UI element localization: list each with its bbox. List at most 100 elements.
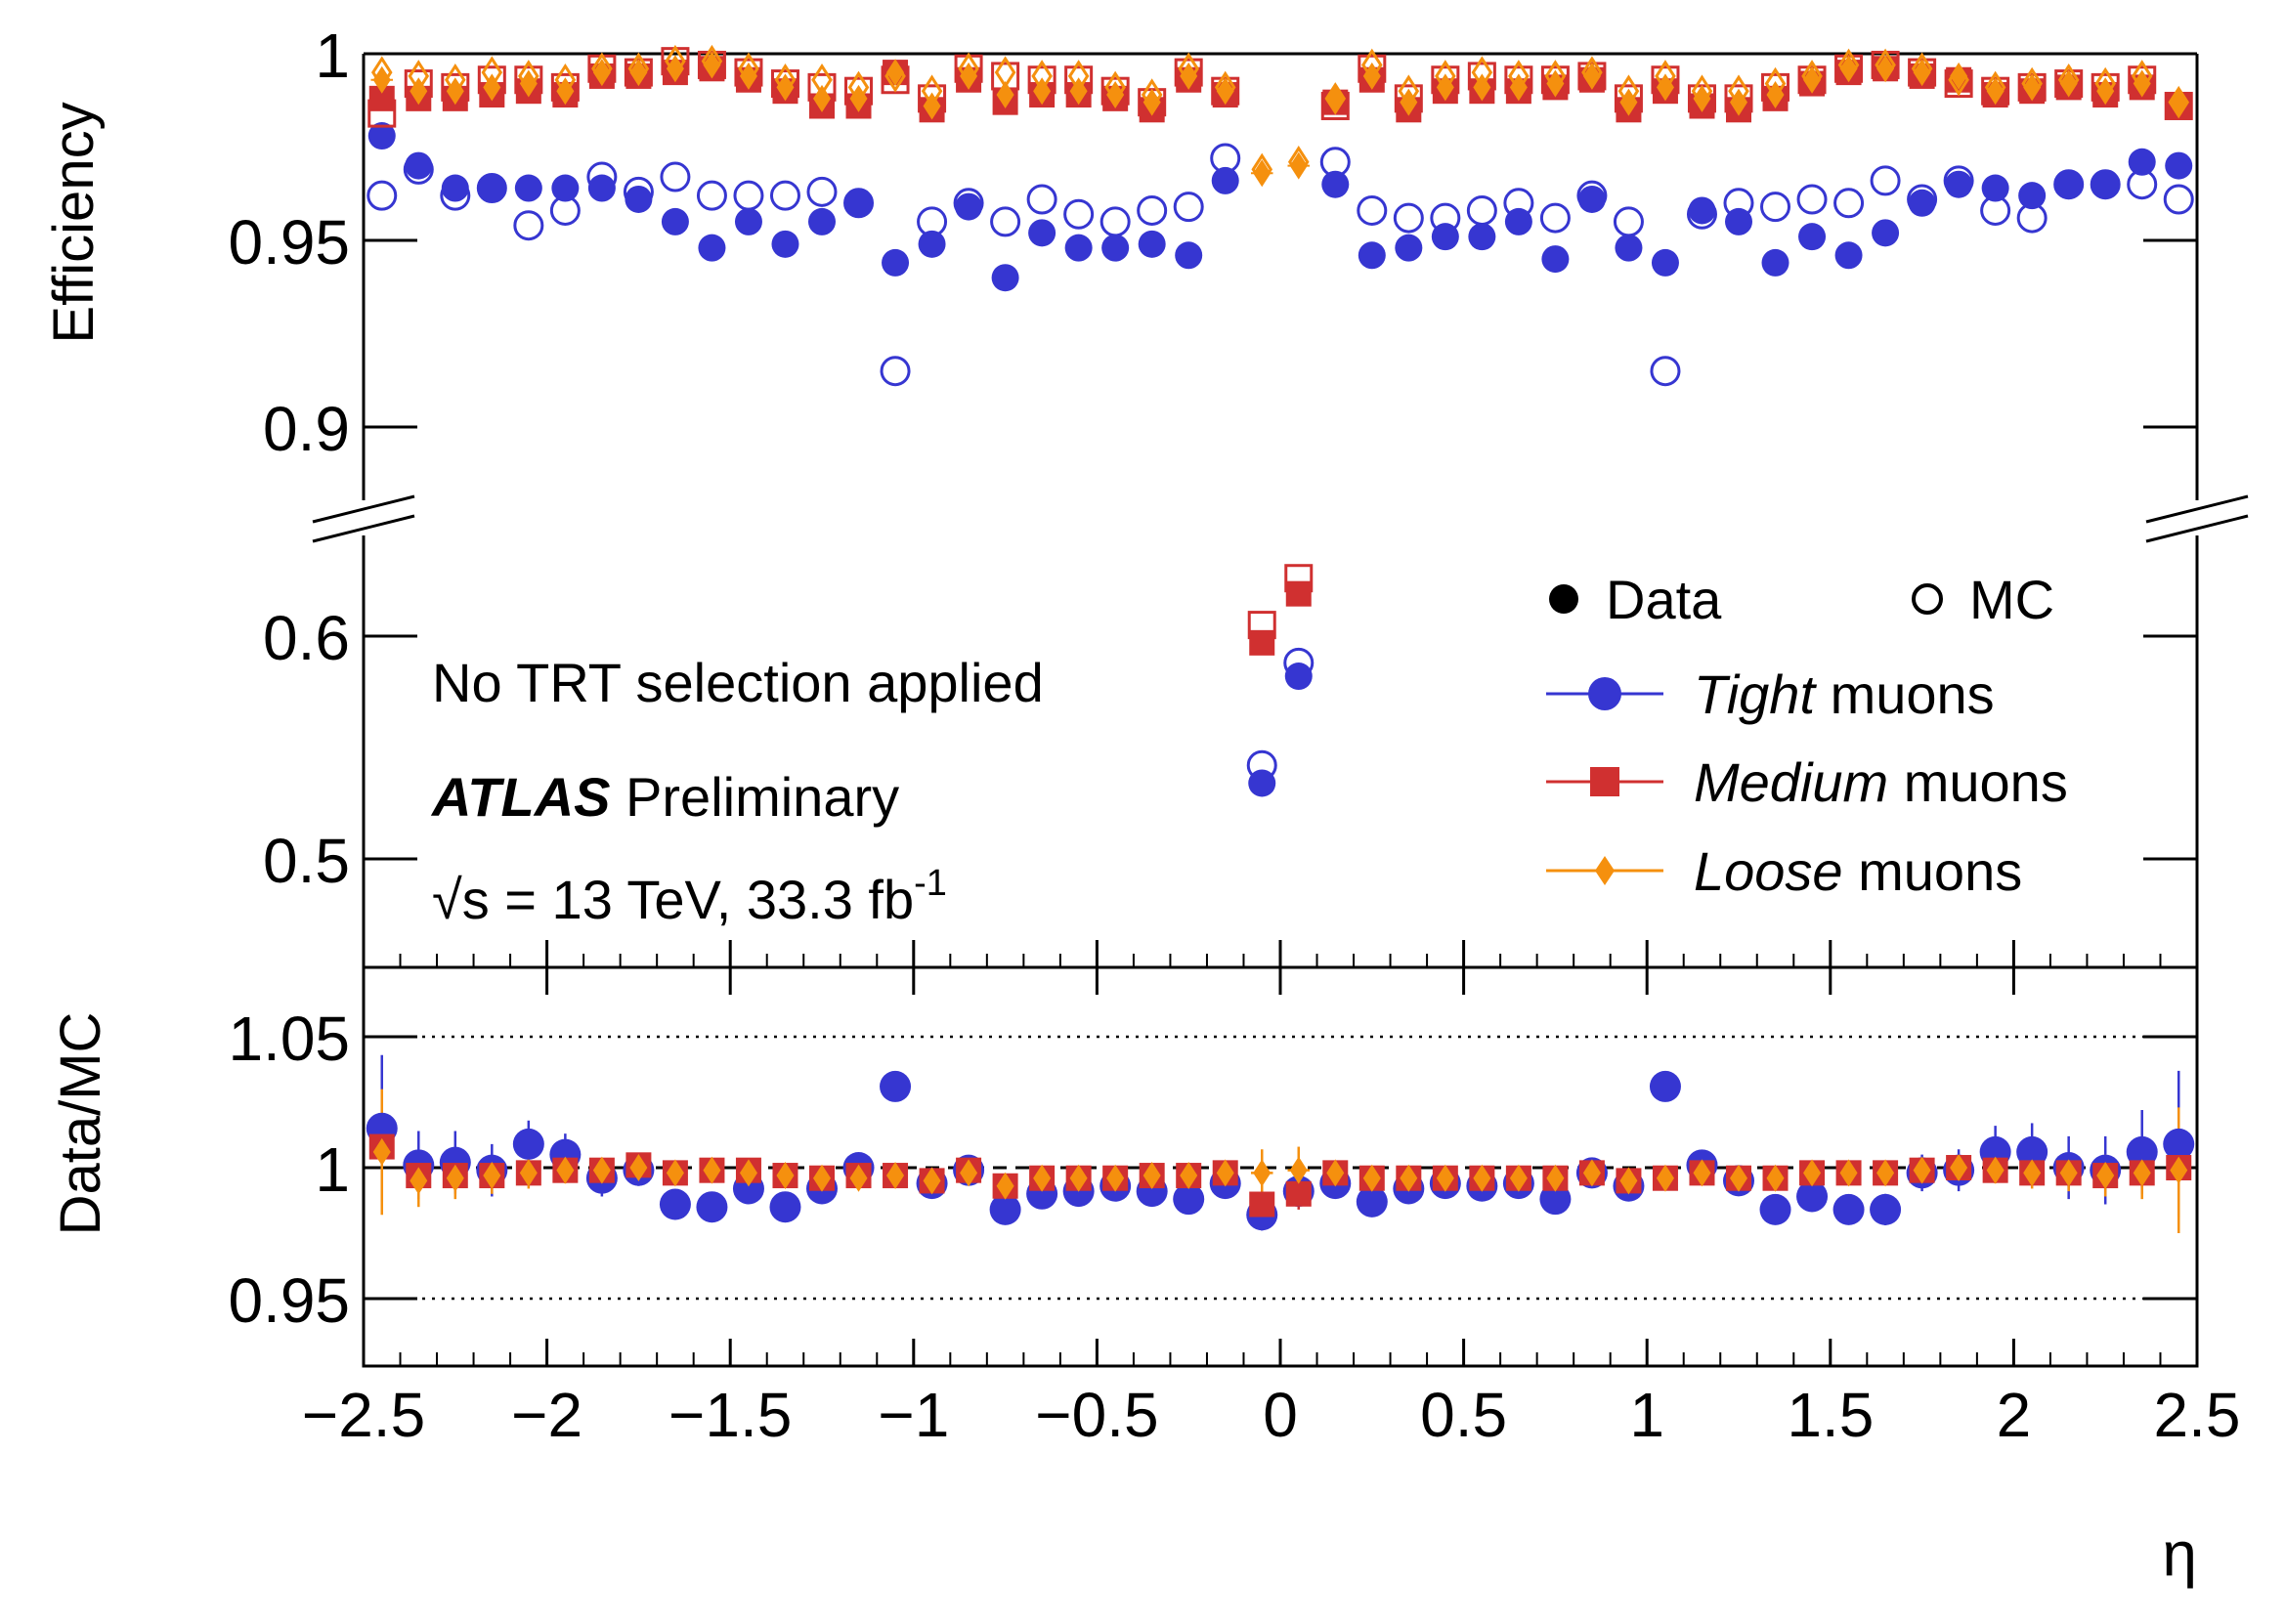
tight-data-point <box>1908 189 1936 217</box>
loose-data-point <box>629 59 648 87</box>
tight-mc-point <box>1650 356 1681 387</box>
loose-ratio-point <box>996 1172 1014 1200</box>
tight-data-point <box>514 174 542 202</box>
tight-ratio-point <box>1759 1193 1791 1225</box>
tight-data-point <box>1358 241 1386 270</box>
loose-ratio-point <box>1913 1156 1931 1184</box>
legend-loose-italic: Loose <box>1694 840 1843 902</box>
tight-mc-point <box>1063 198 1095 230</box>
loose-data-point <box>1362 62 1381 90</box>
legend-medium-rest: muons <box>1888 751 2068 813</box>
loose-ratio-point <box>1289 1156 1308 1184</box>
axis-break-right-b <box>2145 514 2249 543</box>
loose-ratio-point <box>1069 1164 1088 1192</box>
legend-medium-label: Medium muons <box>1694 751 2068 813</box>
tight-ratio-point <box>2126 1135 2158 1168</box>
loose-data-point <box>2023 73 2042 102</box>
tight-data-point <box>2165 151 2193 180</box>
legend-loose-label: Loose muons <box>1694 840 2022 902</box>
legend-tight-label: Tight muons <box>1694 663 1995 725</box>
label-layer: 1 0.95 0.9 0.6 0.5 1.05 1 0.95 −2.5 −2 −1.5 −1 −0.5 0… <box>228 21 2240 1450</box>
loose-ratio-point <box>483 1162 501 1190</box>
loose-data-point <box>1913 59 1931 87</box>
loose-data-point <box>372 65 391 94</box>
legend: Data MC Tight muons Medium muons Loose m… <box>1546 569 2068 902</box>
atlas-label: ATLAS Preliminary <box>430 766 899 828</box>
loose-data-point <box>886 59 905 87</box>
loose-ratio-point <box>1546 1164 1565 1192</box>
atlas-status: Preliminary <box>611 766 900 828</box>
y-tick-label: 1 <box>315 21 350 91</box>
medium-ratio-point <box>1285 1180 1312 1207</box>
tight-data-point <box>478 174 506 202</box>
loose-data-point <box>1180 62 1198 90</box>
x-tick-label: −1 <box>878 1380 949 1450</box>
loose-data-point <box>556 77 575 106</box>
legend-mc-marker <box>1912 583 1943 615</box>
tight-ratio-point <box>2163 1128 2195 1160</box>
loose-data-point <box>996 81 1014 109</box>
loose-ratio-point <box>1986 1156 2005 1184</box>
tight-data-point <box>587 174 616 202</box>
tight-data-point <box>1577 185 1606 213</box>
tight-data-point <box>1615 234 1643 262</box>
loose-ratio-point <box>923 1167 941 1195</box>
loose-ratio-point <box>1582 1159 1601 1187</box>
tight-data-point <box>734 207 762 235</box>
atlas-experiment-name: ATLAS <box>430 766 611 828</box>
tight-data-point <box>1981 174 2009 202</box>
loose-data-point <box>592 59 611 87</box>
tight-data-point <box>771 230 799 258</box>
marker-layer <box>366 44 2195 1231</box>
loose-ratio-point <box>2096 1162 2115 1190</box>
x-tick-label: 1 <box>1629 1380 1664 1450</box>
tight-ratio-point <box>1173 1183 1205 1216</box>
ratio-tick-label: 1.05 <box>228 1004 350 1074</box>
tight-data-point <box>551 174 580 202</box>
tick-layer <box>362 52 2199 1366</box>
loose-data-point <box>1546 69 1565 98</box>
loose-data-point <box>1950 62 1968 90</box>
y-axis-title-ratio: Data/MC <box>49 1012 112 1236</box>
loose-ratio-point <box>1766 1164 1785 1192</box>
loose-ratio-point <box>1950 1154 1968 1181</box>
loose-ratio-point <box>629 1154 648 1181</box>
tight-mc-point <box>1760 192 1791 223</box>
tight-data-point <box>1248 769 1276 797</box>
loose-ratio-point <box>592 1156 611 1184</box>
tight-data-point <box>698 234 726 262</box>
loose-data-point <box>1582 62 1601 90</box>
loose-data-point <box>1400 88 1418 116</box>
legend-tight-italic: Tight <box>1694 663 1817 725</box>
tight-mc-point <box>990 206 1021 237</box>
loose-data-point <box>1986 77 2005 106</box>
tight-data-point <box>955 192 983 221</box>
loose-data-point <box>1289 151 1308 180</box>
x-tick-label: 2.5 <box>2154 1380 2241 1450</box>
tight-ratio-point <box>1870 1193 1902 1225</box>
loose-data-point <box>960 62 978 90</box>
loose-ratio-point <box>1656 1164 1674 1192</box>
loose-ratio-point <box>2059 1159 2078 1187</box>
tight-ratio-point <box>696 1191 728 1223</box>
tight-mc-point <box>1539 202 1571 234</box>
loose-data-point <box>1253 159 1272 188</box>
loose-data-point <box>2170 88 2188 116</box>
legend-loose-marker <box>1595 856 1615 885</box>
tight-data-point <box>1688 196 1716 225</box>
tight-data-point <box>1138 230 1166 258</box>
tight-mc-point <box>769 180 800 211</box>
loose-ratio-point <box>1839 1159 1858 1187</box>
medium-data-point <box>1249 629 1275 656</box>
tight-ratio-point <box>1539 1183 1572 1216</box>
loose-data-point <box>703 51 721 79</box>
y-tick-label: 0.5 <box>263 826 350 896</box>
loose-ratio-point <box>1033 1164 1052 1192</box>
tight-mc-point <box>660 161 691 192</box>
tight-mc-point <box>1796 184 1828 215</box>
tight-ratio-point <box>2016 1135 2048 1168</box>
tight-data-point <box>2018 182 2047 210</box>
loose-data-point <box>1730 88 1747 116</box>
tight-data-point <box>1101 234 1130 262</box>
